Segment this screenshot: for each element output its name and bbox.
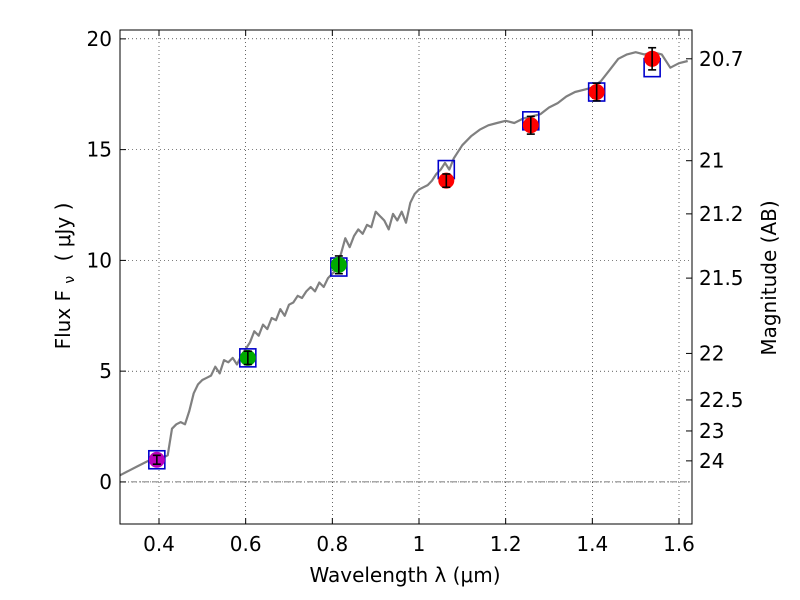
y-tick-label: 15 (87, 138, 112, 162)
y-axis-label-unit: ( μJy ) (51, 203, 75, 262)
x-tick-label: 1.6 (663, 532, 695, 556)
mag-tick-label: 21.2 (699, 202, 744, 226)
mag-tick-label: 20.7 (699, 47, 744, 71)
x-tick-label: 1.2 (490, 532, 522, 556)
mag-tick-label: 24 (699, 449, 724, 473)
x-tick-label: 1 (413, 532, 426, 556)
x-tick-label: 0.8 (316, 532, 348, 556)
mag-tick-label: 21 (699, 149, 724, 173)
svg-text:Flux F ν ( μJy ): Flux F ν ( μJy ) (51, 203, 78, 350)
plot-frame (119, 29, 693, 525)
x-tick-label: 0.6 (230, 532, 262, 556)
mag-tick-label: 23 (699, 419, 724, 443)
y-tick-label: 10 (87, 248, 112, 272)
y-tick-label: 20 (87, 27, 112, 51)
x-tick-label: 0.4 (143, 532, 175, 556)
x-axis-label: Wavelength λ (μm) (309, 563, 500, 587)
spectrum-layer (119, 51, 688, 477)
y-tick-label: 5 (99, 359, 112, 383)
mag-tick-label: 22 (699, 341, 724, 365)
y-tick-label: 0 (99, 470, 112, 494)
x-tick-label: 1.4 (576, 532, 608, 556)
marker-layer (148, 46, 661, 470)
mag-tick-label: 22.5 (699, 388, 744, 412)
y-axis-label-sub: ν (62, 276, 78, 284)
y-axis-label-right: Magnitude (AB) (757, 200, 781, 355)
y-axis-label-left: Flux F ν ( μJy ) (51, 203, 78, 350)
tick-layer: 0.4 0.6 0.8 1 1.2 1.4 1.6 0 5 10 15 20 20.7 21 21.2 21.… (87, 27, 744, 556)
y-axis-label-text: Flux F (51, 290, 75, 349)
mag-tick-label: 21.5 (699, 266, 744, 290)
model-spectrum-line (119, 51, 688, 477)
